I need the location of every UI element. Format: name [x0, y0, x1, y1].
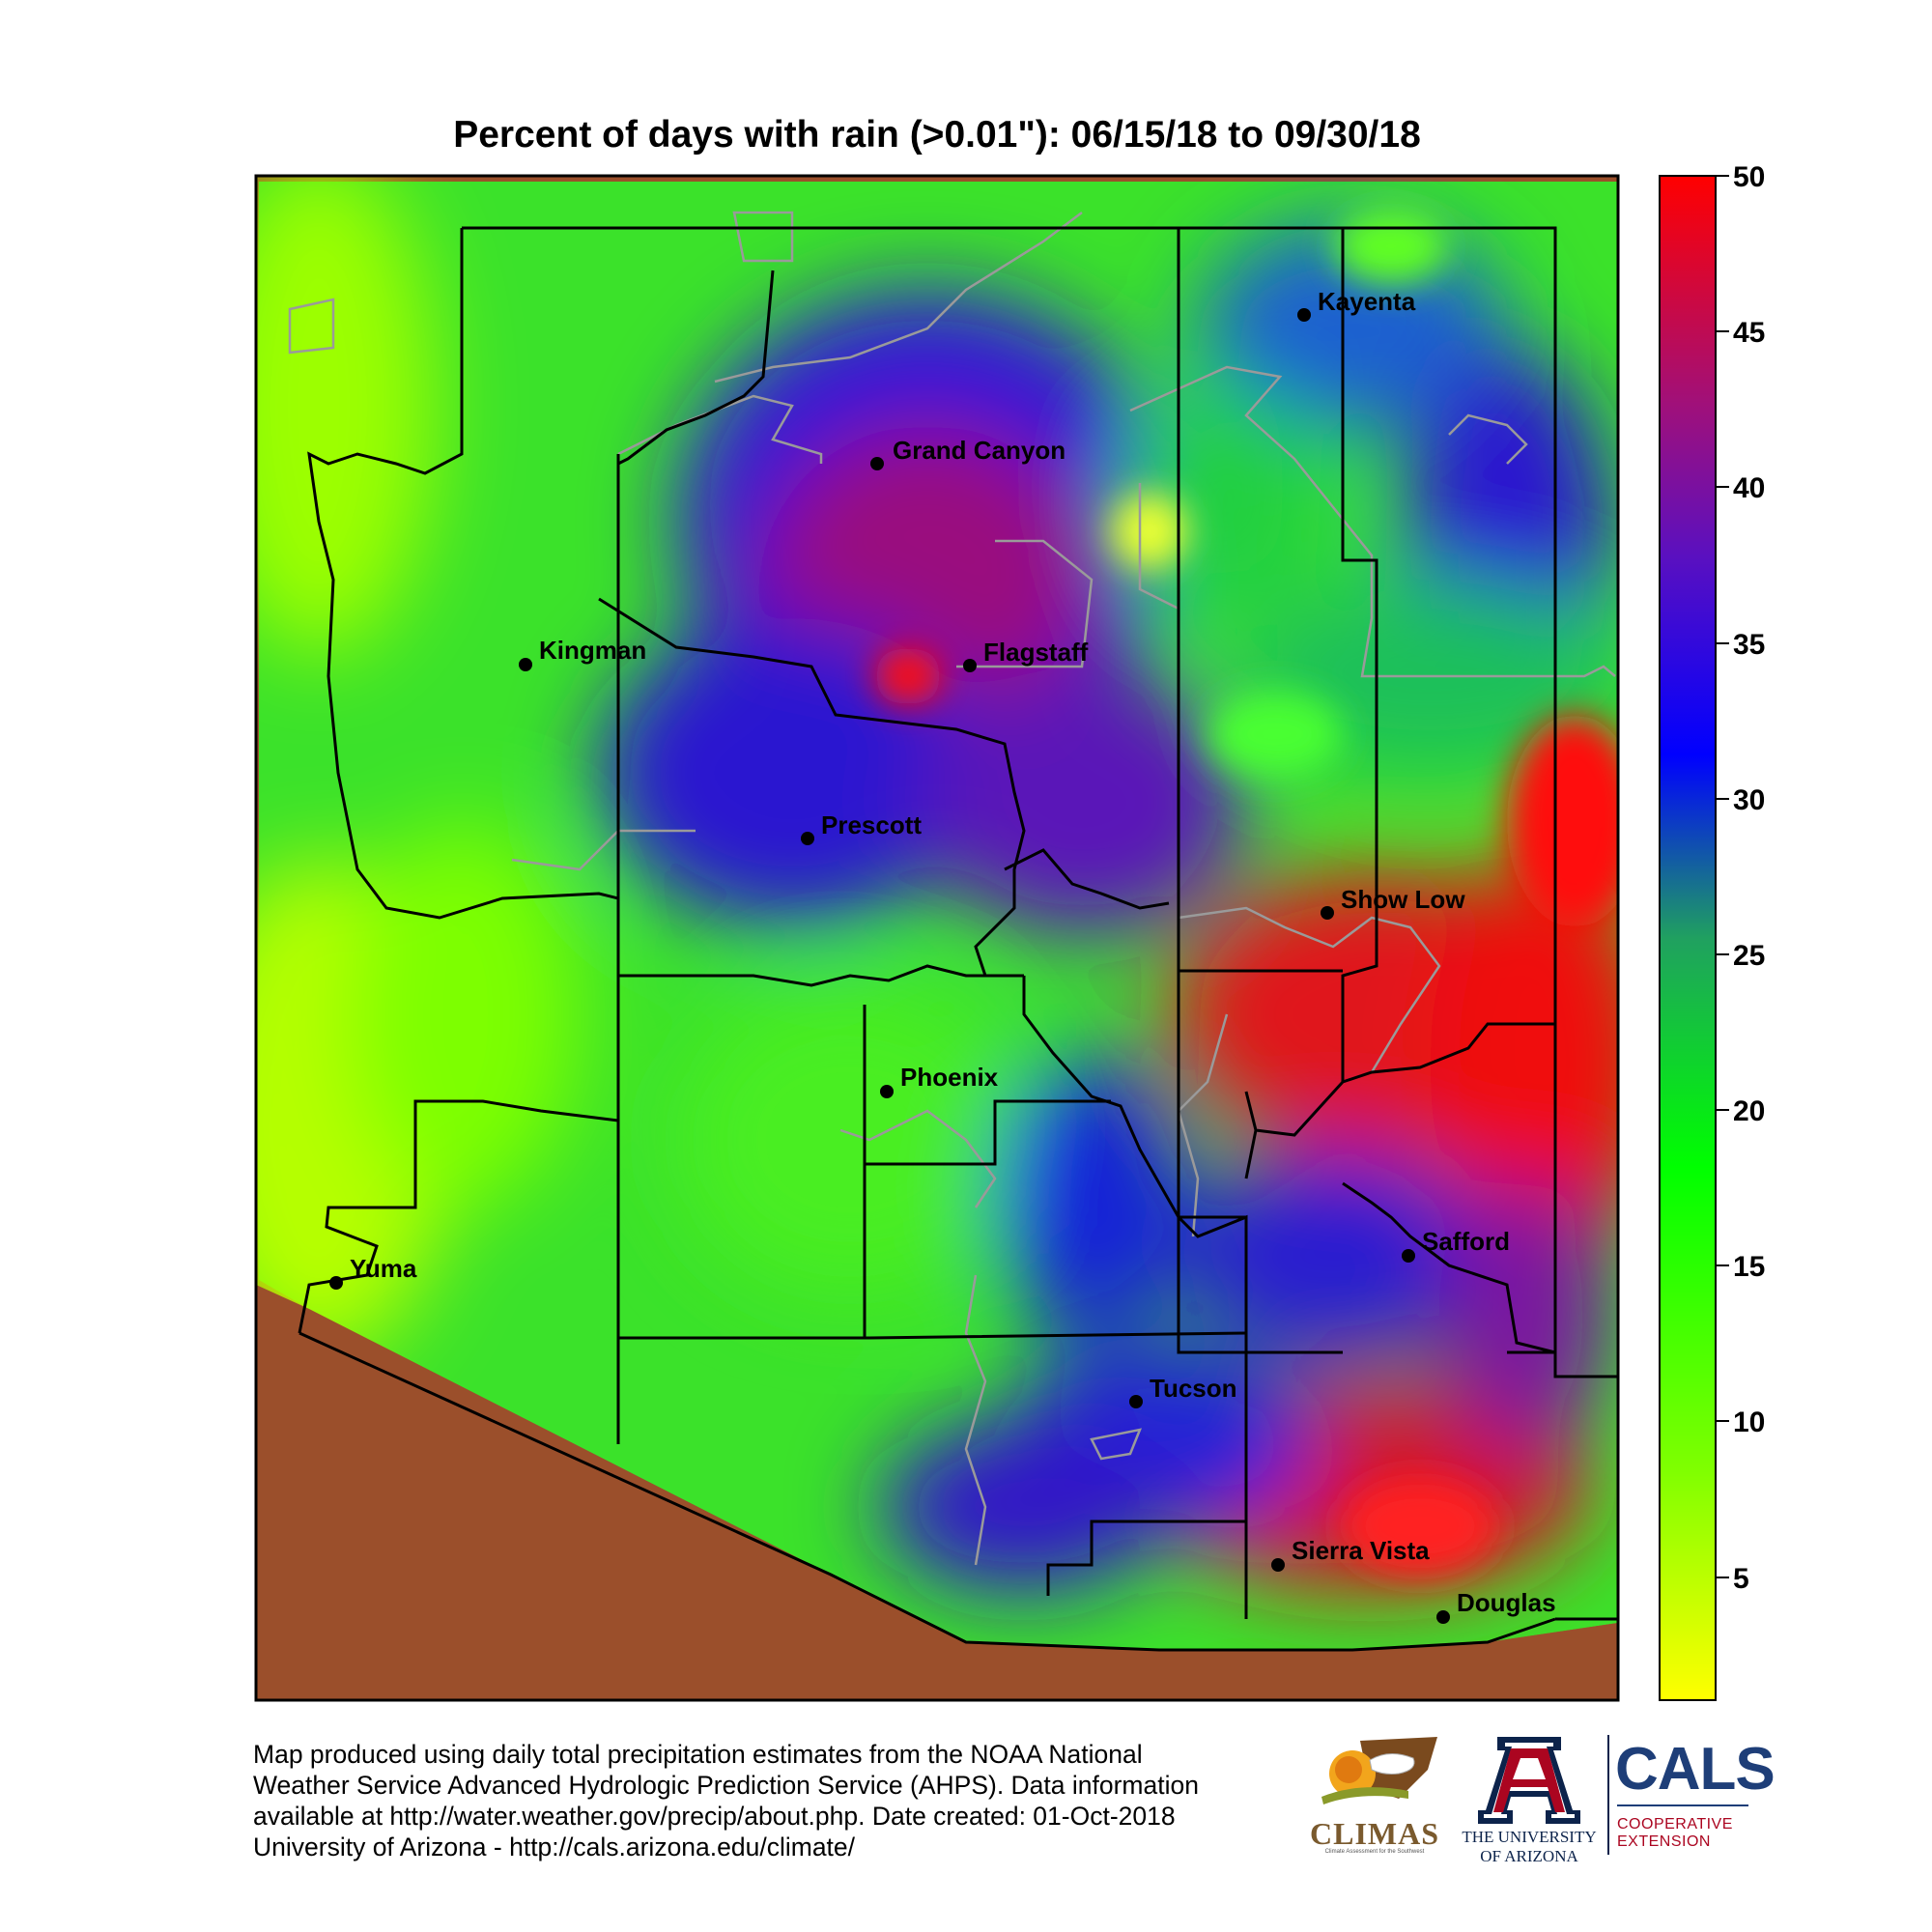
city-label: Show Low: [1341, 885, 1465, 914]
city-show-low: Show Low: [1321, 885, 1465, 920]
logo-divider: [1607, 1735, 1609, 1855]
footer-line: University of Arizona - http://cals.ariz…: [253, 1833, 856, 1861]
block-a-icon: [1478, 1737, 1580, 1824]
city-label: Prescott: [821, 810, 922, 839]
city-dot: [329, 1276, 343, 1290]
city-dot: [1402, 1249, 1415, 1263]
city-label: Safford: [1422, 1227, 1510, 1256]
tick-label: 45: [1733, 317, 1765, 349]
city-dot: [870, 457, 884, 470]
city-sierra-vista: Sierra Vista: [1271, 1536, 1430, 1572]
map-panel: Kayenta Grand Canyon Kingman Flagstaff P…: [254, 174, 1620, 1702]
footer-line: Weather Service Advanced Hydrologic Pred…: [253, 1771, 1199, 1800]
city-dot: [963, 659, 977, 672]
tick-label: 5: [1733, 1563, 1749, 1595]
ua-name-line: THE UNIVERSITY: [1462, 1828, 1597, 1846]
city-dot: [1321, 906, 1334, 920]
city-markers: Kayenta Grand Canyon Kingman Flagstaff P…: [329, 287, 1556, 1624]
reservation-boundaries: [288, 211, 1616, 1566]
city-grand-canyon: Grand Canyon: [870, 436, 1065, 470]
footer-line: Map produced using daily total precipita…: [253, 1740, 1143, 1769]
city-label: Grand Canyon: [893, 436, 1065, 465]
tick-label: 30: [1733, 784, 1765, 816]
ua-name-line: OF ARIZONA: [1480, 1847, 1578, 1865]
cals-rule: [1617, 1804, 1748, 1806]
city-dot: [519, 658, 532, 671]
city-dot: [801, 832, 814, 845]
legend-ticks: 50 45 40 35 30 25 20 15 10 5: [1716, 161, 1765, 1595]
city-label: Phoenix: [900, 1063, 999, 1092]
county-boundaries: [298, 226, 1618, 1652]
cals-subtitle: COOPERATIVE: [1617, 1816, 1733, 1833]
climas-tagline: Climate Assessment for the Southwest: [1324, 1849, 1425, 1855]
city-label: Sierra Vista: [1292, 1536, 1430, 1565]
map-title: Percent of days with rain (>0.01"): 06/1…: [453, 114, 1421, 156]
tick-label: 25: [1733, 940, 1765, 972]
city-yuma: Yuma: [329, 1254, 417, 1290]
city-label: Douglas: [1457, 1588, 1556, 1617]
cals-wordmark: CALS: [1615, 1736, 1776, 1803]
outside-mexico: [256, 1285, 1618, 1700]
legend-bar: [1659, 175, 1717, 1701]
city-dot: [1436, 1610, 1450, 1624]
city-prescott: Prescott: [801, 810, 922, 845]
city-label: Tucson: [1150, 1374, 1237, 1403]
rain-spots: [874, 208, 1618, 1575]
city-label: Kingman: [539, 636, 646, 665]
city-dot: [880, 1085, 894, 1098]
university-of-arizona-logo: THE UNIVERSITY OF ARIZONA: [1447, 1731, 1611, 1876]
city-label: Yuma: [350, 1254, 417, 1283]
city-flagstaff: Flagstaff: [963, 638, 1089, 672]
cals-subtitle: EXTENSION: [1617, 1833, 1711, 1850]
city-dot: [1271, 1558, 1285, 1572]
tick-label: 50: [1733, 161, 1765, 193]
rain-blobs: [256, 176, 1618, 1594]
city-douglas: Douglas: [1436, 1588, 1556, 1624]
city-phoenix: Phoenix: [880, 1063, 999, 1098]
climas-emblem-icon: [1321, 1737, 1437, 1804]
tick-label: 20: [1733, 1095, 1765, 1127]
city-label: Kayenta: [1318, 287, 1416, 316]
footer-line: available at http://water.weather.gov/pr…: [253, 1802, 1176, 1831]
climas-wordmark: CLIMAS: [1309, 1816, 1439, 1851]
climas-logo: CLIMAS Climate Assessment for the Southw…: [1302, 1731, 1447, 1855]
tick-label: 35: [1733, 629, 1765, 661]
city-safford: Safford: [1402, 1227, 1510, 1263]
city-tucson: Tucson: [1129, 1374, 1237, 1408]
tick-label: 15: [1733, 1251, 1765, 1283]
city-label: Flagstaff: [983, 638, 1089, 667]
city-dot: [1297, 308, 1311, 322]
tick-label: 40: [1733, 472, 1765, 504]
footer-note: Map produced using daily total precipita…: [253, 1739, 1306, 1862]
city-kayenta: Kayenta: [1297, 287, 1416, 322]
city-kingman: Kingman: [519, 636, 646, 671]
tick-label: 10: [1733, 1406, 1765, 1438]
map-frame: [254, 174, 1620, 1702]
cals-logo: CALS COOPERATIVE EXTENSION: [1615, 1735, 1776, 1861]
color-legend: 50 45 40 35 30 25 20 15 10 5: [1659, 161, 1765, 1701]
rain-field: [256, 176, 1618, 1700]
city-dot: [1129, 1395, 1143, 1408]
